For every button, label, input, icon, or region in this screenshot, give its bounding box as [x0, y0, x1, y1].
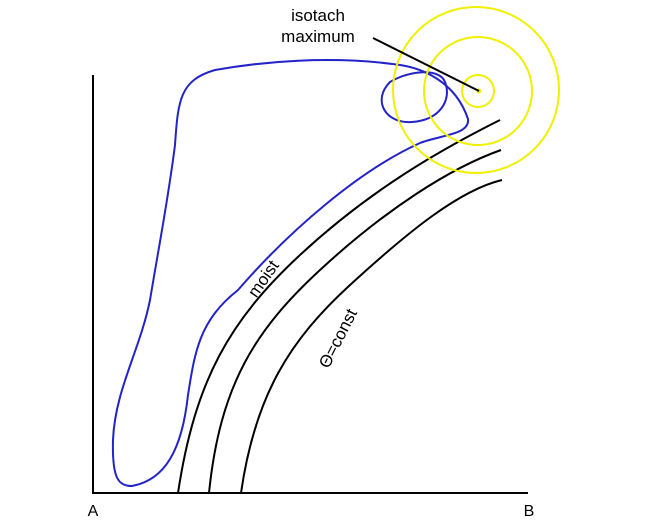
moist-small-loop: [380, 71, 448, 124]
moist-region-contour: [111, 59, 470, 488]
axis-origin-label: A: [88, 503, 99, 520]
isotach-ring-outer: [392, 6, 560, 174]
theta-const-label: Θ=const: [315, 306, 361, 372]
axis-end-label: B: [524, 503, 535, 520]
isotach-leader-line: [372, 37, 480, 92]
theta-line-3: [240, 179, 503, 494]
isotach-label-line1: isotach: [291, 6, 345, 25]
isotach-rings: [392, 6, 560, 174]
theta-line-2: [208, 149, 502, 494]
isotach-ring-middle: [423, 36, 533, 146]
isotach-label-line2: maximum: [281, 27, 355, 46]
isotach-ring-inner: [461, 74, 495, 108]
theta-line-1: [177, 119, 501, 494]
